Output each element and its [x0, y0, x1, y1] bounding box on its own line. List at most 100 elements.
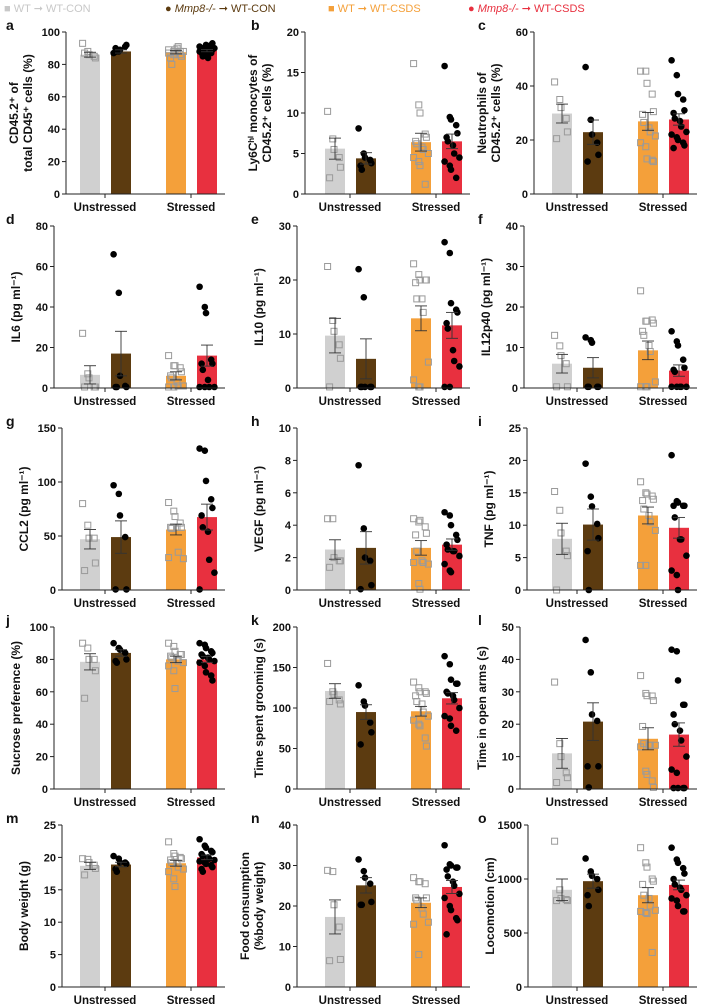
data-point-square [563, 552, 571, 560]
data-point-dot [115, 490, 123, 498]
data-point-square [640, 331, 648, 339]
y-tick-label: 30 [279, 861, 291, 873]
data-point-square [171, 513, 179, 521]
data-point-square [563, 128, 571, 136]
panel-letter: b [251, 17, 260, 33]
data-point-dot [360, 293, 368, 301]
data-point-square [646, 741, 654, 749]
data-point-dot [368, 581, 375, 589]
data-point-dot [441, 158, 448, 165]
data-point-dot [454, 864, 461, 871]
y-tick-label: 2 [285, 553, 291, 565]
data-point-dot [673, 383, 681, 391]
data-point-dot [361, 554, 369, 561]
x-group-label: Stressed [167, 995, 216, 1007]
data-point-square [79, 855, 87, 863]
error-bar [201, 503, 213, 531]
data-point-dot [677, 737, 685, 744]
y-axis-label: CD45.2⁺ cells (%) [489, 63, 503, 162]
bar-wt-csds [411, 318, 431, 388]
data-point-square [642, 561, 650, 569]
data-point-dot [585, 784, 593, 791]
data-point-dot [355, 461, 362, 469]
y-tick-label: 0 [285, 585, 291, 597]
data-point-dot [588, 503, 596, 510]
error-bar [642, 506, 654, 525]
error-bar [115, 330, 127, 377]
data-point-dot [441, 238, 448, 246]
data-point-square [171, 46, 179, 54]
y-tick-label: 40 [48, 124, 60, 136]
data-point-dot [209, 677, 216, 684]
y-tick-label: 5 [50, 950, 56, 962]
data-point-dot [444, 546, 452, 553]
data-point-dot [668, 895, 675, 902]
data-point-square [79, 639, 87, 647]
data-point-dot [366, 719, 374, 726]
data-point-square [557, 753, 565, 761]
data-point-dot [683, 552, 690, 559]
data-point-square [413, 896, 421, 904]
data-point-dot [674, 90, 682, 98]
bar-wt-con [80, 54, 100, 195]
data-point-square [556, 886, 564, 894]
data-point-square [419, 910, 427, 918]
data-point-dot [368, 159, 375, 167]
data-point-square [79, 39, 87, 47]
data-point-square [553, 383, 561, 391]
bar-mmp8-con [356, 885, 376, 987]
error-bar [329, 317, 341, 354]
data-point-square [410, 678, 418, 686]
panel-a: a CD45.2⁺ of total CD45⁺ cells (%) 0 20 40 60 8… [6, 17, 225, 214]
data-point-dot [670, 784, 677, 792]
data-point-dot [116, 512, 124, 519]
data-point-dot [444, 138, 452, 145]
error-bar [170, 523, 182, 536]
x-group-label: Unstressed [546, 598, 609, 610]
data-point-dot [683, 383, 690, 391]
data-point-dot [441, 62, 448, 70]
data-point-square [177, 855, 185, 863]
bar-wt-con [552, 363, 572, 388]
data-point-dot [205, 855, 213, 862]
data-point-square [179, 382, 187, 390]
data-point-square [85, 374, 93, 382]
data-point-dot [681, 908, 688, 915]
data-point-dot [209, 863, 216, 871]
data-point-square [424, 358, 432, 366]
panel-letter: l [478, 612, 482, 628]
data-point-square [330, 901, 338, 909]
x-group-label: Unstressed [319, 202, 382, 214]
panel-letter: f [478, 211, 483, 227]
data-point-dot [595, 886, 602, 894]
data-point-square [79, 500, 87, 508]
data-point-dot [447, 116, 455, 123]
error-bar [587, 119, 599, 145]
bar-wt-csds [166, 52, 186, 194]
data-point-square [418, 700, 426, 708]
data-point-square [413, 295, 421, 303]
y-tick-label: 20 [36, 343, 48, 355]
data-point-dot [671, 720, 679, 728]
y-tick-label: 5 [293, 149, 299, 161]
y-tick-label: 10 [509, 520, 521, 532]
bar-mmp8-csds [442, 886, 462, 987]
data-point-dot [584, 891, 591, 899]
x-group-label: Stressed [412, 995, 461, 1007]
bar-wt-con [325, 335, 345, 388]
data-point-dot [360, 525, 368, 532]
data-point-dot [366, 880, 374, 888]
data-point-square [165, 383, 173, 391]
data-point-dot [668, 328, 675, 335]
data-point-dot [201, 383, 209, 391]
error-bar [201, 656, 213, 663]
data-point-dot [443, 319, 450, 327]
data-point-dot [112, 586, 119, 593]
data-point-square [556, 740, 564, 748]
data-point-square [418, 143, 426, 151]
error-bar [84, 529, 96, 550]
data-point-square [416, 722, 424, 730]
data-point-dot [358, 383, 366, 391]
data-point-dot [447, 299, 455, 307]
error-bar [673, 516, 685, 539]
